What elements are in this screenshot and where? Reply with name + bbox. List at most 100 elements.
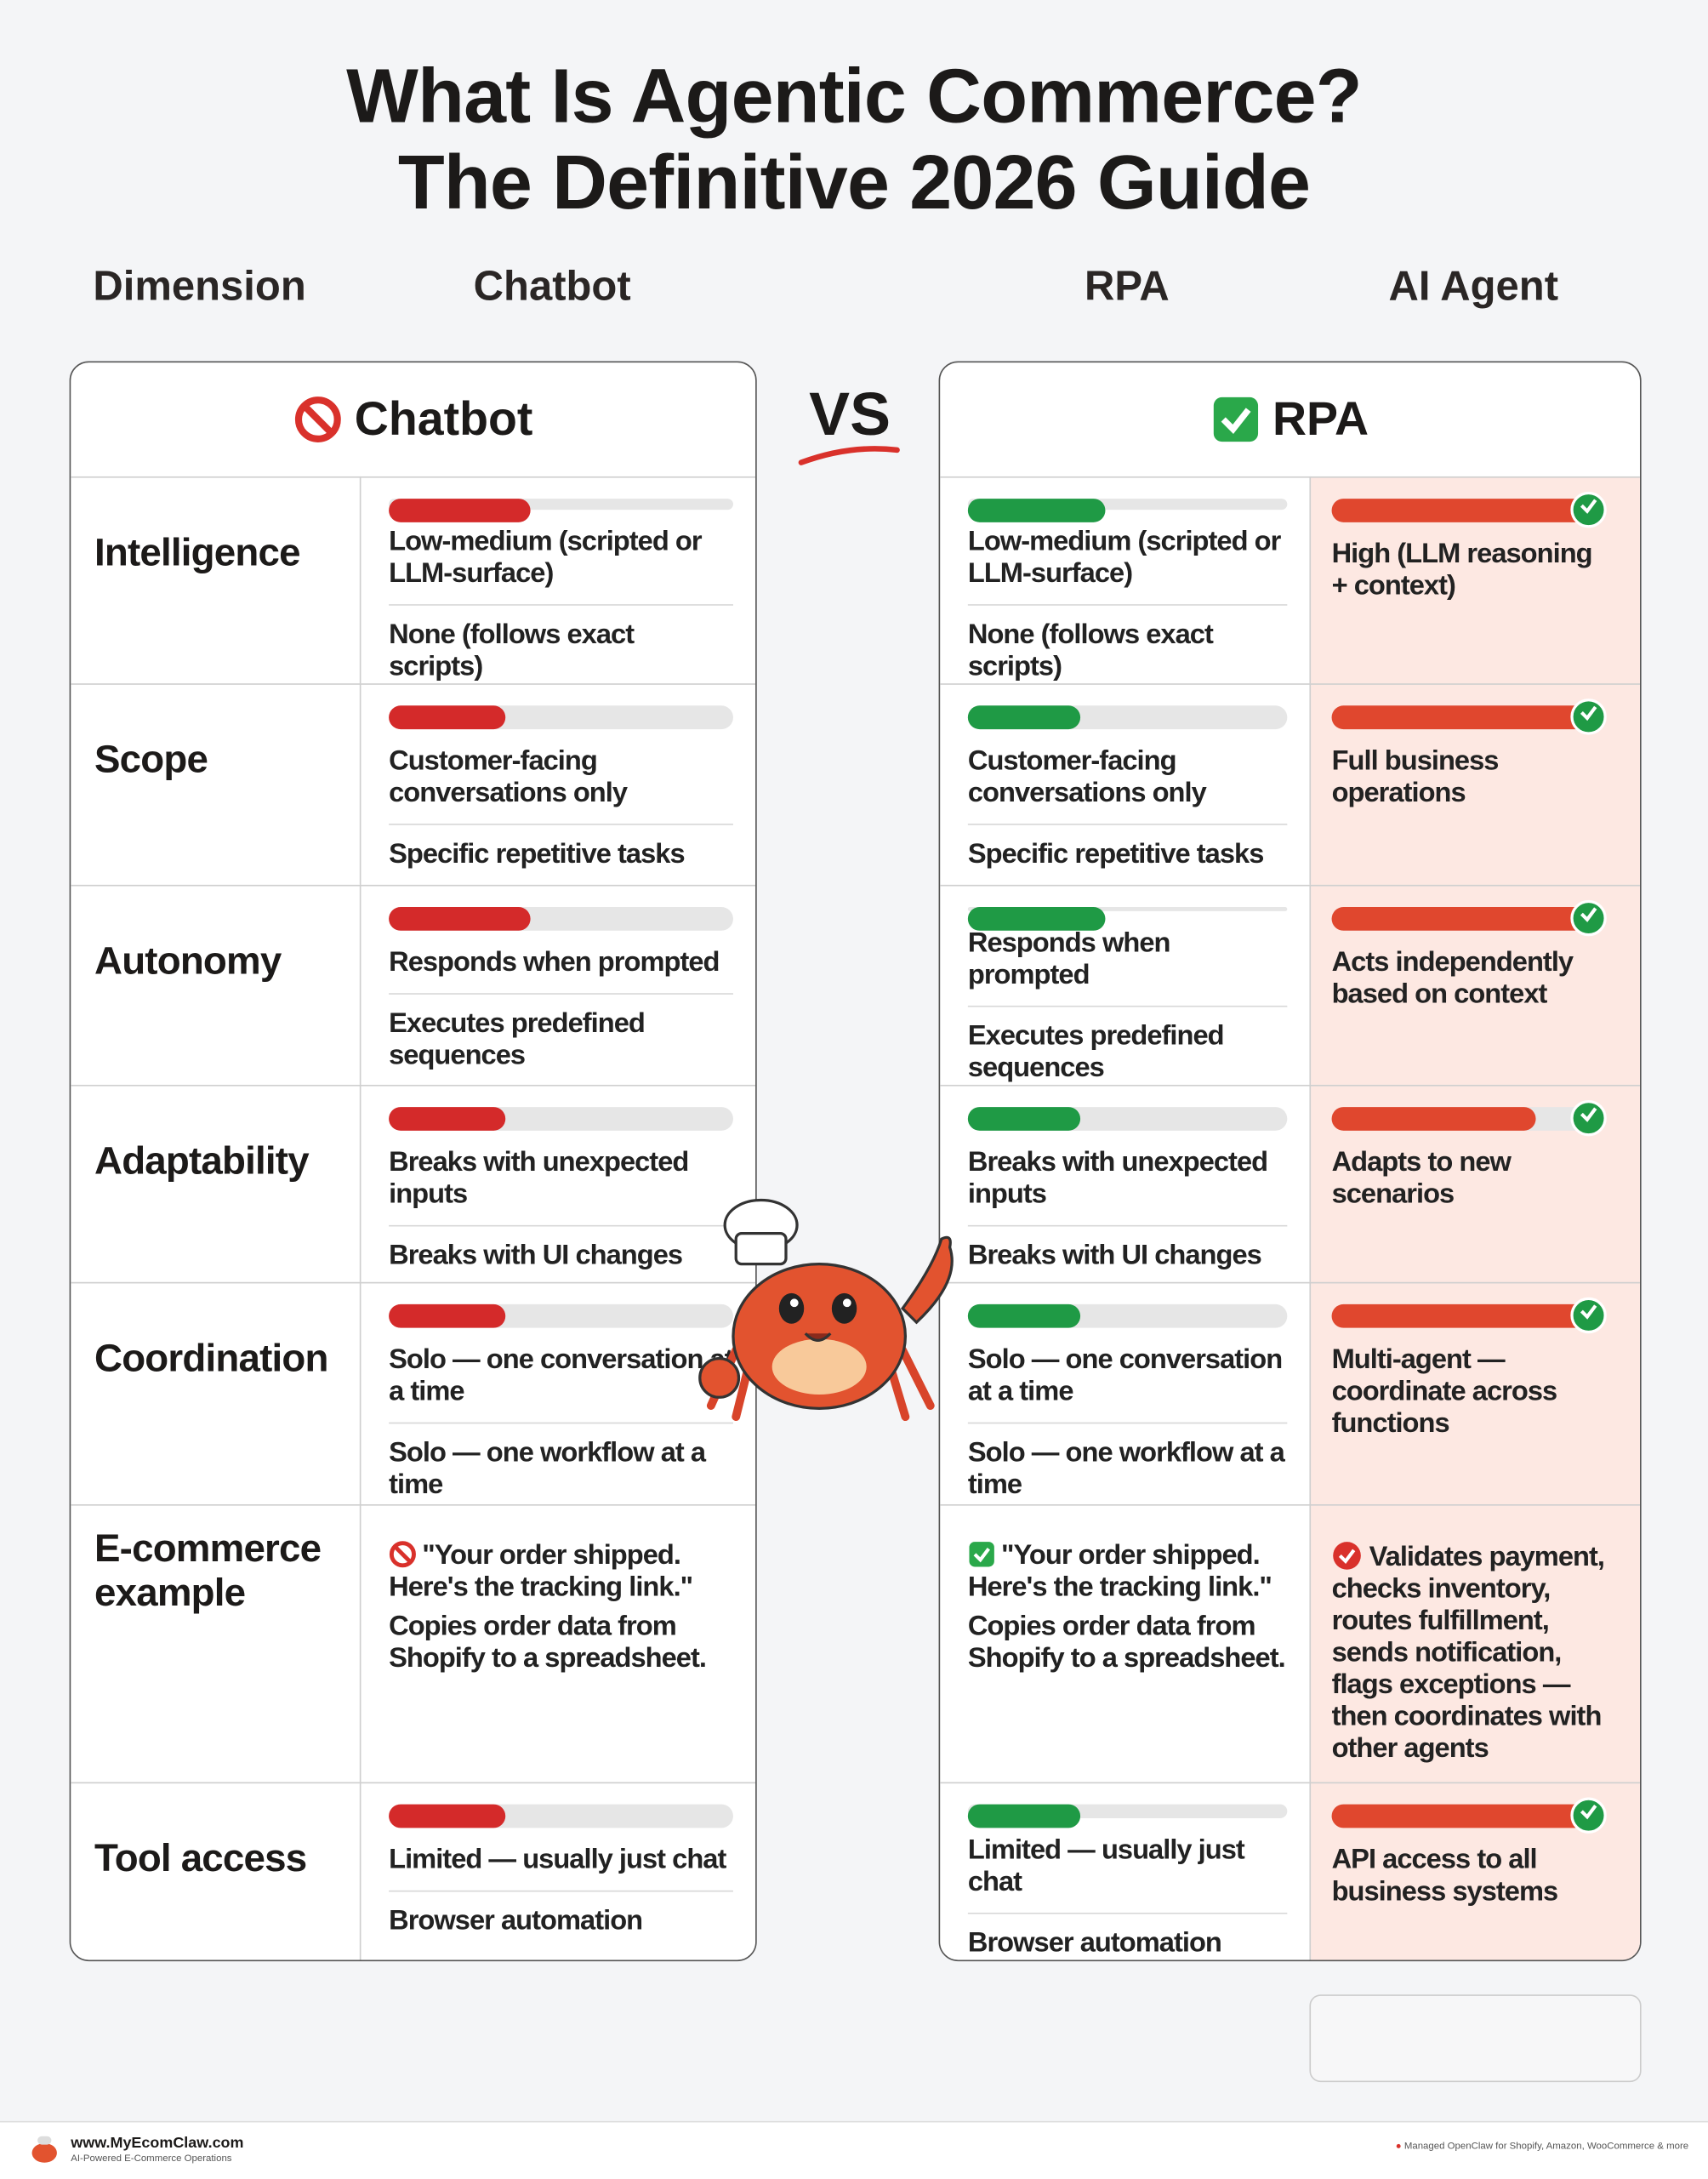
check-mark (1580, 907, 1597, 922)
rpa-text: Copies order data from Shopify to a spre… (967, 1611, 1286, 1674)
chatbot-text-value: Breaks with unexpected inputs (967, 1147, 1268, 1210)
check-badge (1570, 1297, 1607, 1334)
chatbot-text: Breaks with unexpected inputs (968, 1147, 1287, 1211)
compare-cell: "Your order shipped. Here's the tracking… (940, 1504, 1309, 1783)
compare-cell: Responds when prompted Executes predefine… (361, 885, 755, 1085)
bar-track (1331, 1297, 1607, 1334)
cell-gap (968, 1605, 1287, 1611)
bar-fill (389, 907, 531, 931)
row-divider (940, 1281, 1640, 1284)
check-icon (1214, 396, 1259, 442)
bar-fill (967, 1804, 1080, 1828)
bar-fill (389, 705, 506, 730)
chatbot-text: Limited — usually just chat (968, 1835, 1287, 1899)
title-line: What Is Agentic Commerce? (346, 53, 1362, 140)
footer-tagline: AI-Powered E-Commerce Operations (71, 2154, 232, 2165)
compare-cell: Responds when prompted Executes predefine… (940, 885, 1309, 1085)
row-divider (940, 476, 1640, 478)
agent-text-value: Adapts to new scenarios (1331, 1147, 1512, 1210)
dimension-label: Intelligence (94, 530, 301, 574)
cell-separator (389, 993, 733, 995)
vs-underline (798, 446, 900, 465)
column-header: RPA (1084, 264, 1170, 311)
col-divider (1309, 683, 1312, 885)
chatbot-text-value: Solo — one conversation at a time (967, 1344, 1283, 1407)
row-divider (940, 1782, 1640, 1784)
rpa-text: None (follows exact scripts) (389, 619, 635, 682)
footer-site: www.MyEcomClaw.com (71, 2135, 244, 2152)
bar-fill (1331, 1804, 1587, 1828)
bar-fill (967, 499, 1106, 522)
chatbot-text-value: "Your order shipped. Here's the tracking… (967, 1540, 1272, 1603)
check-badge (1570, 1099, 1607, 1137)
chatbot-text: Breaks with unexpected inputs (389, 1147, 733, 1211)
bar-track (967, 1303, 1288, 1328)
bar-fill (1331, 499, 1587, 522)
col-divider (1309, 1782, 1312, 1960)
no-icon (389, 1541, 416, 1568)
compare-cell: Solo — one conversation at a time Solo — … (361, 1282, 755, 1504)
rpa-text: Solo — one workflow at a time (389, 1437, 706, 1501)
dimension-label: Scope (94, 737, 208, 781)
col-divider (359, 1281, 362, 1504)
chatbot-panel: Chatbot Intelligence Low-medium (scripted… (69, 361, 757, 1962)
compare-cell: "Your order shipped. Here's the tracking… (361, 1504, 755, 1783)
agent-cell: Validates payment, checks inventory, rou… (1311, 1504, 1640, 1783)
check-badge (1570, 899, 1607, 937)
row-divider (71, 1503, 756, 1506)
agent-text: API access to all business systems (1332, 1845, 1607, 1908)
agent-cell: High (LLM reasoning + context) (1311, 476, 1640, 683)
chatbot-text-value: Limited — usually just chat (389, 1844, 726, 1875)
compare-cell: Low-medium (scripted or LLM-surface) None… (361, 476, 755, 683)
compare-cell: Breaks with unexpected inputs Breaks with… (361, 1085, 755, 1282)
dimension-label: Coordination (94, 1336, 328, 1380)
cell-separator (967, 1912, 1288, 1914)
panel-title: RPA (1272, 392, 1369, 446)
chatbot-text: Customer-facing conversations only (389, 746, 733, 810)
footer: www.MyEcomClaw.com AI-Powered E-Commerce… (0, 2120, 1708, 2179)
bar-fill (967, 705, 1080, 730)
row-divider (940, 1084, 1640, 1087)
check-icon (969, 1542, 994, 1567)
row-divider (71, 1281, 756, 1284)
agent-cell: API access to all business systems (1311, 1782, 1640, 1959)
cell-separator (967, 1422, 1288, 1424)
agent-text-value: API access to all business systems (1331, 1844, 1559, 1908)
row-divider (940, 683, 1640, 685)
rpa-text: Specific repetitive tasks (967, 839, 1265, 870)
rpa-text: Executes predefined sequences (967, 1020, 1225, 1084)
agent-cell: Adapts to new scenarios (1311, 1085, 1640, 1282)
compare-cell: Customer-facing conversations only Specif… (361, 683, 755, 885)
check-badge (1570, 491, 1607, 528)
chatbot-text: Responds when prompted (968, 928, 1287, 992)
col-divider (1309, 1503, 1312, 1783)
cell-separator (967, 1005, 1288, 1007)
cell-separator (389, 604, 733, 606)
bar-track (967, 1804, 1288, 1828)
chatbot-text-value: Customer-facing conversations only (389, 745, 628, 809)
bar-track (389, 705, 733, 730)
chatbot-text-value: Responds when prompted (967, 927, 1171, 990)
cell-gap (389, 1605, 733, 1611)
chatbot-text: Solo — one conversation at a time (968, 1344, 1287, 1408)
chatbot-text-value: Solo — one conversation at a time (389, 1344, 733, 1407)
agent-text-value: Full business operations (1331, 745, 1500, 809)
dimension-label: Tool access (94, 1836, 307, 1880)
col-divider (359, 1503, 362, 1783)
compare-cell: Customer-facing conversations only Specif… (940, 683, 1309, 885)
rpa-text: Copies order data from Shopify to a spre… (389, 1611, 707, 1674)
check-mark (1580, 705, 1597, 722)
bar-fill (389, 1303, 506, 1328)
chatbot-text-value: Customer-facing conversations only (967, 745, 1207, 809)
col-divider (359, 1782, 362, 1960)
footer-logo (31, 2136, 57, 2163)
row-divider (71, 1084, 756, 1087)
rpa-text: None (follows exact scripts) (967, 619, 1214, 682)
compare-cell: Limited — usually just chat Browser autom… (361, 1782, 755, 1959)
rpa-panel: RPA Low-medium (scripted or LLM-surface)… (938, 361, 1642, 1962)
row-divider (940, 884, 1640, 887)
chatbot-text-value: Breaks with unexpected inputs (389, 1147, 689, 1210)
bar-track (389, 1804, 733, 1828)
chatbot-text: "Your order shipped. Here's the tracking… (389, 1540, 733, 1604)
